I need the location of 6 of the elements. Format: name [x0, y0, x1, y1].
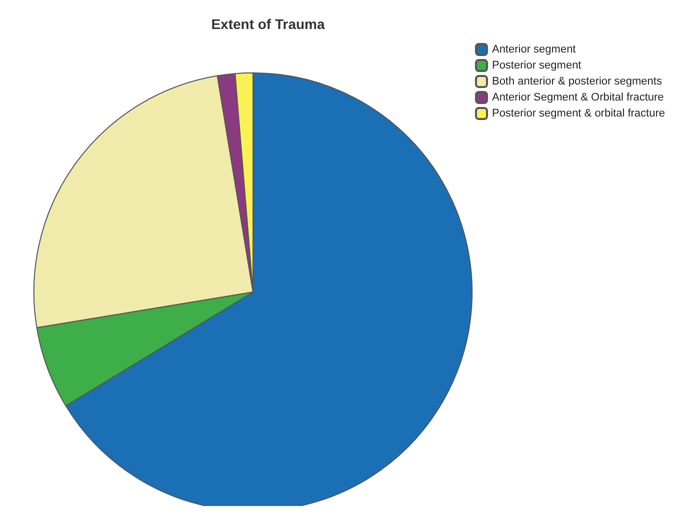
legend-label: Posterior segment [492, 60, 582, 72]
legend-label: Both anterior & posterior segments [492, 76, 662, 88]
legend-label: Anterior segment [492, 44, 576, 56]
legend-label: Posterior segment & orbital fracture [492, 108, 666, 120]
chart-title: Extent of Trauma [211, 16, 325, 32]
legend-label: Anterior Segment & Orbital fracture [492, 92, 664, 104]
